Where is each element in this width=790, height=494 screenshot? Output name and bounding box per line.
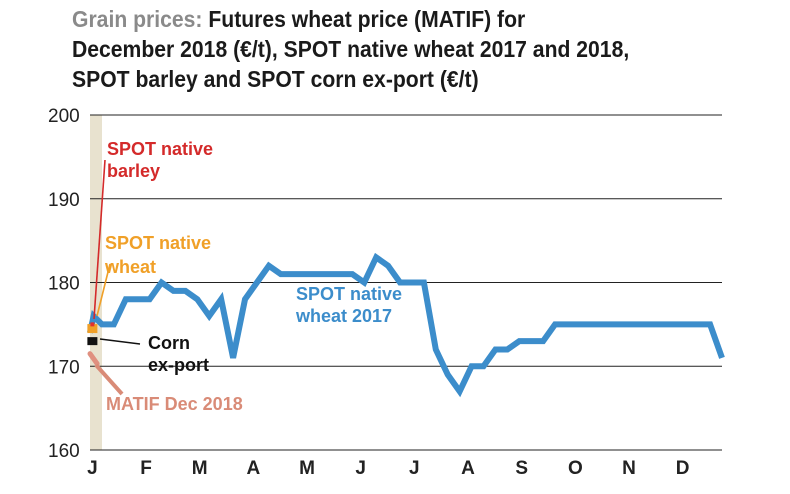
- chart-title-line1: Futures wheat price (MATIF) for: [208, 6, 526, 32]
- corn-label-line2: ex-port: [148, 355, 209, 375]
- x-tick-label: N: [622, 458, 636, 479]
- barley-label-line1: SPOT native: [107, 139, 213, 159]
- x-tick-label: M: [299, 458, 315, 479]
- matif-label: MATIF Dec 2018: [106, 394, 243, 414]
- barley-label-line2: barley: [107, 161, 160, 181]
- wheat-label-line1: SPOT native: [105, 233, 211, 253]
- x-tick-label: J: [87, 458, 98, 479]
- corn-leader-line: [99, 338, 141, 345]
- barley-leader-line: [93, 159, 106, 320]
- x-tick-label: J: [409, 458, 420, 479]
- y-tick-label: 190: [48, 190, 80, 211]
- chart-title-line3: SPOT barley and SPOT corn ex-port (€/t): [72, 66, 479, 92]
- x-tick-label: J: [355, 458, 366, 479]
- chart-title-lead: Grain prices:: [72, 6, 203, 32]
- y-tick-label: 180: [48, 274, 80, 295]
- y-tick-label: 160: [48, 441, 80, 462]
- series-wheat-point: [87, 324, 98, 334]
- series-corn-point: [87, 337, 98, 346]
- chart-title: Grain prices: Futures wheat price (MATIF…: [72, 4, 711, 94]
- x-tick-label: D: [676, 458, 690, 479]
- x-tick-label: M: [192, 458, 208, 479]
- matif-leader-line: [94, 363, 124, 396]
- series-wheat-2017-line: [87, 252, 725, 398]
- wheat-leader-line: [96, 263, 111, 317]
- wheat2017-label-line1: SPOT native: [296, 284, 402, 304]
- series-barley-point: [90, 322, 95, 327]
- wheat2017-label-line2: wheat 2017: [295, 306, 392, 326]
- x-tick-label: F: [140, 458, 152, 479]
- x-tick-label: O: [568, 458, 583, 479]
- series-matif-line: [87, 351, 100, 367]
- wheat-label-line2: wheat: [104, 257, 156, 277]
- x-tick-label: A: [461, 458, 475, 479]
- chart-title-line2: December 2018 (€/t), SPOT native wheat 2…: [72, 36, 630, 62]
- y-tick-label: 200: [48, 106, 80, 127]
- y-tick-label: 170: [48, 357, 80, 378]
- x-tick-label: S: [515, 458, 528, 479]
- x-tick-label: A: [246, 458, 260, 479]
- corn-label-line1: Corn: [148, 333, 190, 353]
